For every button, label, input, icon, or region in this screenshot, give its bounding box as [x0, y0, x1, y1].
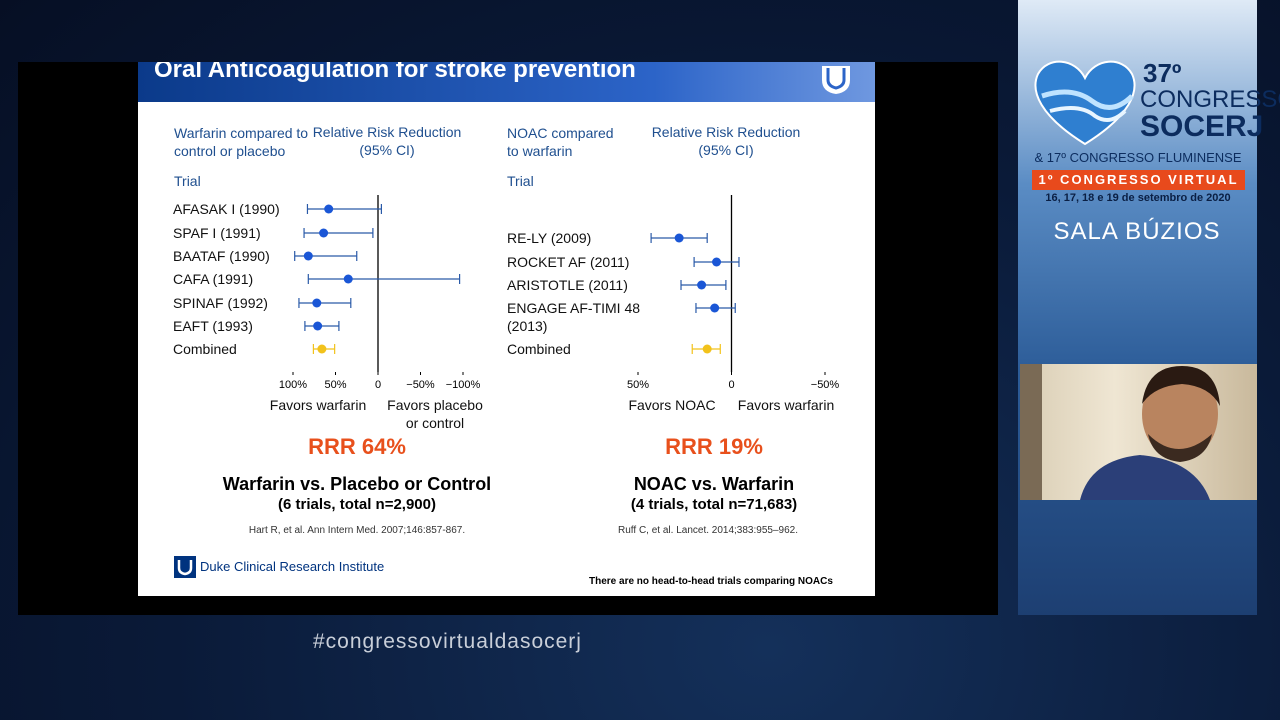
- trial-label: BAATAF (1990): [173, 248, 270, 264]
- citation: Ruff C, et al. Lancet. 2014;383:955–962.: [618, 525, 798, 536]
- congress: CONGRESSO: [1140, 86, 1280, 113]
- x-tick-label: 50%: [324, 379, 346, 391]
- slide-title: Oral Anticoagulation for stroke preventi…: [154, 62, 636, 83]
- title-bar: [138, 62, 875, 102]
- point-estimate: [312, 298, 322, 308]
- result: RRR 19%: [665, 434, 763, 459]
- point-estimate: [343, 274, 353, 284]
- point-estimate: [317, 344, 327, 354]
- slide: Oral Anticoagulation for stroke preventi…: [138, 62, 875, 596]
- virtual-badge: 1º CONGRESSO VIRTUAL: [1032, 170, 1245, 190]
- trial-header: Trial: [174, 173, 201, 189]
- trial-label: RE-LY (2009): [507, 230, 592, 246]
- trial-label: EAFT (1993): [173, 318, 253, 334]
- room-name: SALA BÚZIOS: [1053, 218, 1221, 245]
- x-tick-label: −50%: [406, 379, 435, 391]
- header-left: NOAC compared to warfarin: [507, 125, 614, 159]
- point-estimate: [712, 257, 722, 267]
- trial-label: CAFA (1991): [173, 271, 254, 287]
- favors-left: Favors NOAC: [628, 397, 716, 413]
- header-right: Relative Risk Reduction (95% CI): [651, 124, 801, 158]
- comparison: NOAC vs. Warfarin: [633, 474, 795, 494]
- footer-note: There are no head-to-head trials compari…: [589, 576, 833, 587]
- result: RRR 64%: [308, 434, 406, 459]
- summary: (4 trials, total n=71,683): [630, 496, 798, 513]
- point-estimate: [313, 321, 323, 331]
- point-estimate: [674, 233, 684, 243]
- trial-header: Trial: [507, 173, 534, 189]
- trial-label: SPINAF (1992): [173, 295, 268, 311]
- edition: 37º: [1143, 58, 1182, 88]
- trial-label: SPAF I (1991): [173, 225, 261, 241]
- point-estimate: [303, 251, 313, 261]
- trial-label: Combined: [173, 341, 237, 357]
- x-tick-label: 50%: [627, 379, 649, 391]
- x-tick-label: −50%: [811, 379, 840, 391]
- webcam-person: [1020, 364, 1220, 500]
- x-tick-label: 0: [728, 379, 734, 391]
- hashtag: #congressovirtualdasocerj: [313, 630, 582, 653]
- header-left: Warfarin compared to control or placebo: [174, 125, 309, 159]
- trial-label: ENGAGE AF-TIMI 48 (2013): [507, 300, 641, 334]
- favors-right: Favors warfarin: [737, 397, 835, 413]
- citation: Hart R, et al. Ann Intern Med. 2007;146:…: [248, 525, 466, 536]
- summary: (6 trials, total n=2,900): [278, 496, 436, 513]
- point-estimate: [710, 303, 720, 313]
- webcam: [1020, 364, 1257, 500]
- point-estimate: [697, 280, 707, 290]
- heart-logo: [1034, 60, 1136, 146]
- joint-congress: & 17º CONGRESSO FLUMINENSE: [1034, 150, 1242, 165]
- point-estimate: [324, 204, 334, 214]
- comparison: Warfarin vs. Placebo or Control: [222, 474, 492, 494]
- duke-logo-text: Duke Clinical Research Institute: [200, 559, 385, 574]
- x-tick-label: 100%: [279, 379, 307, 391]
- forest-plots: 100% 50% 0 −50% −100% 50% 0 −50%: [279, 195, 840, 391]
- favors-left: Favors warfarin: [269, 397, 367, 413]
- logo-shield: [822, 66, 850, 94]
- trial-label: ARISTOTLE (2011): [507, 277, 628, 293]
- x-tick-label: 0: [375, 379, 381, 391]
- favors-right: Favors placebo or control: [387, 397, 483, 431]
- point-estimate: [319, 228, 329, 238]
- point-estimate: [702, 344, 712, 354]
- trial-label: ROCKET AF (2011): [507, 254, 630, 270]
- header-right: Relative Risk Reduction (95% CI): [312, 124, 462, 158]
- x-tick-label: −100%: [446, 379, 481, 391]
- duke-logo-mark: [174, 556, 196, 578]
- trial-label: Combined: [507, 341, 571, 357]
- dates: 16, 17, 18 e 19 de setembro de 2020: [1045, 192, 1231, 204]
- society: SOCERJ: [1140, 110, 1264, 143]
- trial-label: AFASAK I (1990): [173, 201, 280, 217]
